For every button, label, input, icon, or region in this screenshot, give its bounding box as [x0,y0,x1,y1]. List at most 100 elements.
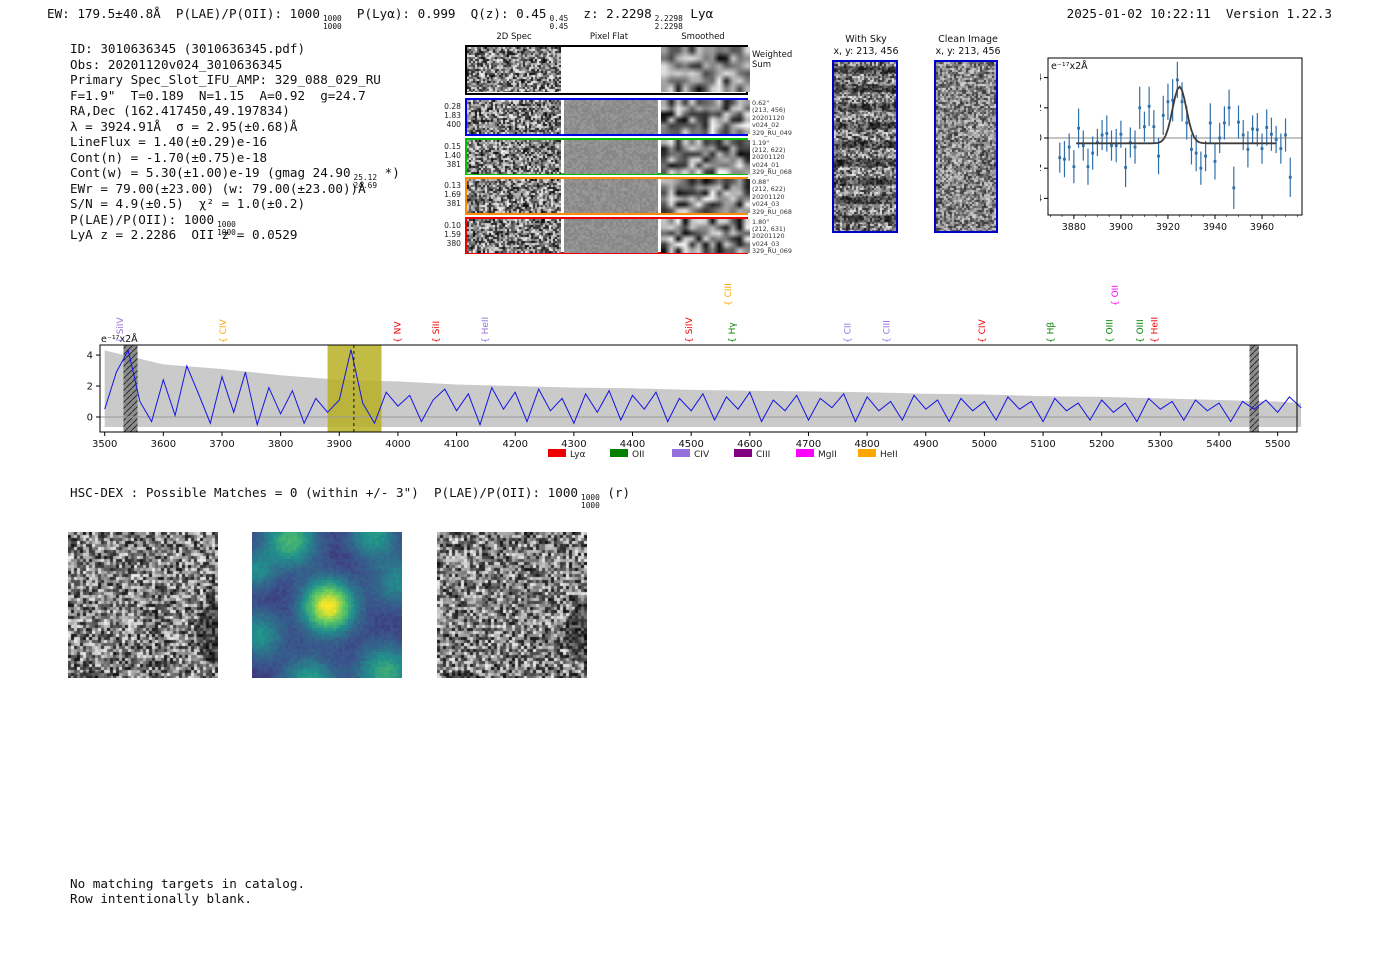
data-point [1072,165,1076,169]
inset-y-tick: −4 [1040,193,1042,204]
spectrum-x-tick: 5400 [1206,439,1231,450]
data-point [1110,144,1113,147]
spectrum-x-tick: 3600 [151,439,176,450]
info-line-4: RA,Dec (162.417450,49.197834) [70,103,400,119]
spectrum-x-tick: 3500 [92,439,117,450]
info-line-12-text: LyA z = 2.2286 OII z = 0.0529 [70,227,298,242]
data-point [1232,186,1236,190]
data-point [1251,127,1255,131]
emission-line-label-NV: { NV [393,321,403,343]
cleanimage-title-text: Clean Image [938,34,998,45]
legend-swatch-OII [610,449,628,457]
data-point [1265,126,1269,129]
gaussian-fit-line [1076,85,1277,145]
spectrum-x-tick: 4400 [620,439,645,450]
data-point [1237,120,1240,124]
timestamp-version-label: 2025-01-02 10:22:11 Version 1.22.3 [1066,6,1332,21]
spectrum-x-tick: 5300 [1148,439,1173,450]
data-point [1157,154,1160,158]
spec2d-row-0 [465,45,750,95]
info-line-7-text: Cont(n) = -1.70(±0.75)e-18 [70,149,268,165]
data-point [1288,175,1292,179]
row-1-source-labels: 0.62" (213, 456) 20201120 v024_02 329_RU_049 [752,99,792,137]
footer-note-2: Row intentionally blank. [70,891,252,906]
inset-y-tick: 2 [1040,103,1042,114]
info-line-10-text: S/N = 4.9(±0.5) χ² = 1.0(±0.2) [70,196,306,211]
data-point [1241,133,1245,137]
withsky-image-frame [832,60,898,233]
pixelflat-image-row4 [564,218,658,253]
info-line-5: λ = 3924.91Å σ = 2.95(±0.68)Å [70,119,400,135]
legend-label-HeII: HeII [880,450,898,460]
info-line-6-text: LineFlux = 1.40(±0.29)e-16 [70,134,268,149]
spectrum-x-tick: 4200 [502,439,527,450]
info-line-3: F=1.9" T=0.189 N=1.15 A=0.92 g=24.7 [70,88,400,104]
row-4-scale-labels: 0.10 1.59 380 [444,220,461,248]
data-point [1166,100,1170,104]
info-line-11-text: P(LAE)/P(OII): 1000 [70,211,215,227]
inset-y-tick: 4 [1040,73,1042,84]
info-line-8-fraction: 25.12 24.69 [353,173,378,191]
spec2d-row-1 [465,98,750,136]
spectrum-x-tick: 3800 [268,439,293,450]
data-point [1260,147,1264,150]
inset-x-tick: 3960 [1250,222,1274,233]
summary-header-line: EW: 179.5±40.8Å P(LAE)/P(OII): 1000 1000 1… [47,6,713,32]
data-point [1213,160,1217,163]
info-line-2-text: Primary Spec_Slot_IFU_AMP: 329_088_029_R… [70,72,381,87]
emission-line-label-OIII: { OIII [1136,319,1146,343]
info-line-1: Obs: 20201120v024_3010636345 [70,57,400,73]
emission-line-label-SiII: { SiII [432,321,442,343]
row-0-source-labels: Weighted Sum [752,50,793,70]
data-point [1171,98,1175,102]
spectrum-x-tick: 4700 [796,439,821,450]
emission-line-label-CIII: { CIII [882,320,892,343]
2dspec-image-row1 [467,100,561,134]
spectrum-x-tick: 4500 [678,439,703,450]
info-line-9-text: EWr = 79.00(±23.00) (w: 79.00(±23.00))Å [70,180,366,196]
data-point [1222,121,1226,125]
data-point [1143,125,1146,129]
emission-line-label-HeII: { HeII [1150,317,1160,343]
header-fraction: 1000 1000 [322,14,342,32]
emission-line-label-CIV: { CIV [978,318,988,343]
emission-line-label-CII: { CII [844,323,854,343]
spectrum-x-tick: 3900 [327,439,352,450]
pixelflat-image-row2 [564,139,658,174]
data-point [1124,166,1128,169]
data-point [1274,138,1278,141]
info-line-7: Cont(n) = -1.70(±0.75)e-18 [70,150,400,166]
cleanimage-image-frame [934,60,998,233]
info-line-8-text: Cont(w) = 5.30(±1.00)e-19 (gmag 24.90 [70,165,351,180]
row-1-scale-labels: 0.28 1.83 400 [444,102,461,129]
info-line-8-text: *) [377,165,400,180]
withsky-title-text: With Sky [845,34,887,45]
row-4-source-labels: 1.80" (212, 631) 20201120 v024_03 329_RU_069 [752,217,792,256]
data-point [1119,132,1123,136]
legend-swatch-CIV [672,449,690,457]
data-point [1175,78,1179,82]
data-point [1114,144,1118,147]
hsc-dex-text: HSC-DEX : Possible Matches = 0 (within +… [70,485,578,500]
header-text: EW: 179.5±40.8Å P(LAE)/P(OII): 1000 [47,6,320,21]
2dspec-image-row2 [467,139,561,174]
withsky-image [834,62,896,231]
pixelflat-image-row1 [564,100,658,134]
pixelflat-image-row0 [564,47,658,92]
spectrum-x-tick: 5500 [1265,439,1290,450]
legend-swatch-CIII [734,449,752,457]
spectrum-x-tick: 5100 [1030,439,1055,450]
spectrum-y-tick: 0 [87,412,93,423]
spectrum-x-tick: 4100 [444,439,469,450]
legend-label-CIII: CIII [756,450,770,460]
emission-line-highlight-band [327,345,382,432]
emission-line-label-CIII: { CIII [724,283,734,306]
spectrum-x-tick: 4600 [737,439,762,450]
info-line-12: LyA z = 2.2286 OII z = 0.0529 [70,227,400,243]
data-point [1270,132,1273,136]
cleanimage-title: Clean Image x, y: 213, 456 [918,34,1018,58]
inset-x-tick: 3880 [1062,222,1086,233]
info-line-4-text: RA,Dec (162.417450,49.197834) [70,103,290,118]
cleanimage-image [936,62,996,231]
